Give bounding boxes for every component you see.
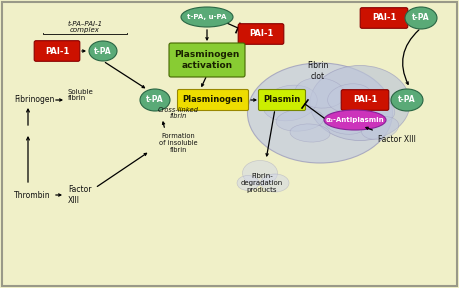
Ellipse shape	[290, 124, 330, 142]
Ellipse shape	[361, 117, 399, 139]
Ellipse shape	[89, 41, 117, 61]
Ellipse shape	[242, 160, 278, 185]
FancyBboxPatch shape	[2, 2, 457, 286]
FancyBboxPatch shape	[258, 90, 306, 111]
Ellipse shape	[263, 85, 317, 121]
Text: t-PA–PAI-1: t-PA–PAI-1	[67, 21, 102, 27]
Ellipse shape	[237, 175, 259, 190]
Ellipse shape	[324, 110, 386, 130]
Text: PAI-1: PAI-1	[45, 46, 69, 56]
Ellipse shape	[328, 84, 372, 112]
Text: Plasmin: Plasmin	[263, 96, 301, 105]
Text: Formation
of insoluble
fibrin: Formation of insoluble fibrin	[159, 133, 197, 153]
Text: Plasminogen
activation: Plasminogen activation	[174, 50, 240, 70]
FancyBboxPatch shape	[178, 90, 248, 111]
Ellipse shape	[391, 89, 423, 111]
Text: Thrombin: Thrombin	[14, 190, 50, 200]
Ellipse shape	[181, 7, 233, 27]
Text: t-PA: t-PA	[94, 46, 112, 56]
Text: complex: complex	[70, 27, 100, 33]
FancyBboxPatch shape	[238, 24, 284, 44]
Ellipse shape	[405, 7, 437, 29]
Text: t-PA: t-PA	[146, 96, 164, 105]
Text: Fibrin-
degradation
products: Fibrin- degradation products	[241, 173, 283, 193]
Text: PAI-1: PAI-1	[372, 14, 396, 22]
Ellipse shape	[324, 112, 366, 134]
Text: Fibrinogen: Fibrinogen	[14, 96, 54, 105]
Text: Plasminogen: Plasminogen	[183, 96, 243, 105]
Text: t-PA, u-PA: t-PA, u-PA	[187, 14, 227, 20]
Ellipse shape	[276, 109, 324, 131]
Text: Factor
XIII: Factor XIII	[68, 185, 91, 205]
Ellipse shape	[295, 78, 345, 108]
Ellipse shape	[247, 63, 392, 163]
Text: Soluble
fibrin: Soluble fibrin	[68, 88, 94, 101]
FancyBboxPatch shape	[169, 43, 245, 77]
Ellipse shape	[140, 89, 170, 111]
FancyBboxPatch shape	[34, 41, 80, 61]
FancyBboxPatch shape	[341, 90, 389, 110]
Text: Fibrin
clot: Fibrin clot	[308, 61, 329, 81]
Text: Factor XIII: Factor XIII	[378, 135, 416, 145]
Ellipse shape	[310, 65, 410, 141]
Text: PAI-1: PAI-1	[249, 29, 273, 39]
Text: t-PA: t-PA	[398, 96, 416, 105]
Text: t-PA: t-PA	[412, 14, 430, 22]
Text: α₂-Antiplasmin: α₂-Antiplasmin	[326, 117, 384, 123]
Text: PAI-1: PAI-1	[353, 96, 377, 105]
FancyBboxPatch shape	[360, 8, 408, 28]
Text: Cross-linked
fibrin: Cross-linked fibrin	[157, 107, 198, 120]
Ellipse shape	[261, 174, 289, 192]
Ellipse shape	[355, 97, 395, 123]
